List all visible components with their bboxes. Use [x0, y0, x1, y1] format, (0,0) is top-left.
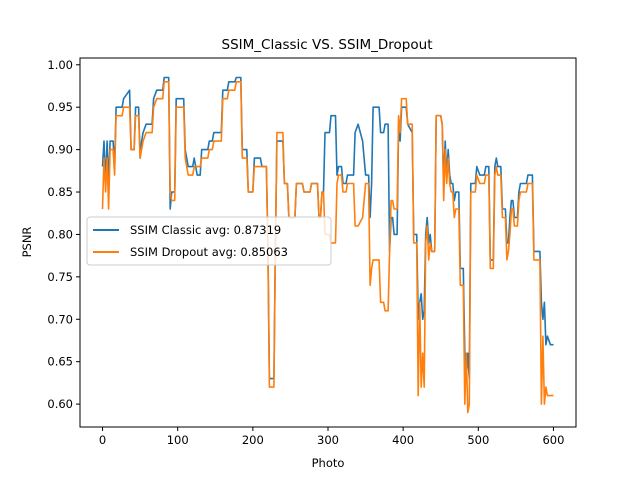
y-tick-label: 0.90: [47, 143, 73, 157]
y-tick-label: 0.65: [47, 355, 73, 369]
x-tick-label: 300: [317, 433, 339, 447]
y-tick-label: 0.85: [47, 185, 73, 199]
x-tick-label: 100: [167, 433, 189, 447]
series-line-dropout: [101, 81, 554, 414]
legend-label-classic: SSIM Classic avg: 0.87319: [130, 223, 281, 237]
y-tick-label: 1.00: [47, 58, 73, 72]
y-tick-label: 0.60: [47, 397, 73, 411]
chart-title: SSIM_Classic VS. SSIM_Dropout: [222, 37, 433, 53]
legend-label-dropout: SSIM Dropout avg: 0.85063: [130, 245, 288, 259]
x-tick-label: 500: [467, 433, 489, 447]
legend: SSIM Classic avg: 0.87319 SSIM Dropout a…: [86, 216, 332, 266]
x-tick-label: 600: [542, 433, 564, 447]
x-axis-label: Photo: [312, 456, 345, 470]
y-tick-label: 0.80: [47, 227, 73, 241]
x-axis: 0 100 200 300 400 500 600: [99, 427, 564, 447]
y-axis: 0.60 0.65 0.70 0.75 0.80 0.85 0.90 0.95 1.00: [47, 58, 80, 411]
x-tick-label: 0: [99, 433, 106, 447]
y-tick-label: 0.70: [47, 312, 73, 326]
y-axis-label: PSNR: [20, 227, 34, 258]
x-tick-label: 400: [392, 433, 414, 447]
y-tick-label: 0.75: [47, 270, 73, 284]
plot-lines: [101, 76, 554, 414]
x-tick-label: 200: [242, 433, 264, 447]
y-tick-label: 0.95: [47, 100, 73, 114]
series-line-classic: [101, 76, 554, 380]
legend-box: [86, 216, 332, 266]
